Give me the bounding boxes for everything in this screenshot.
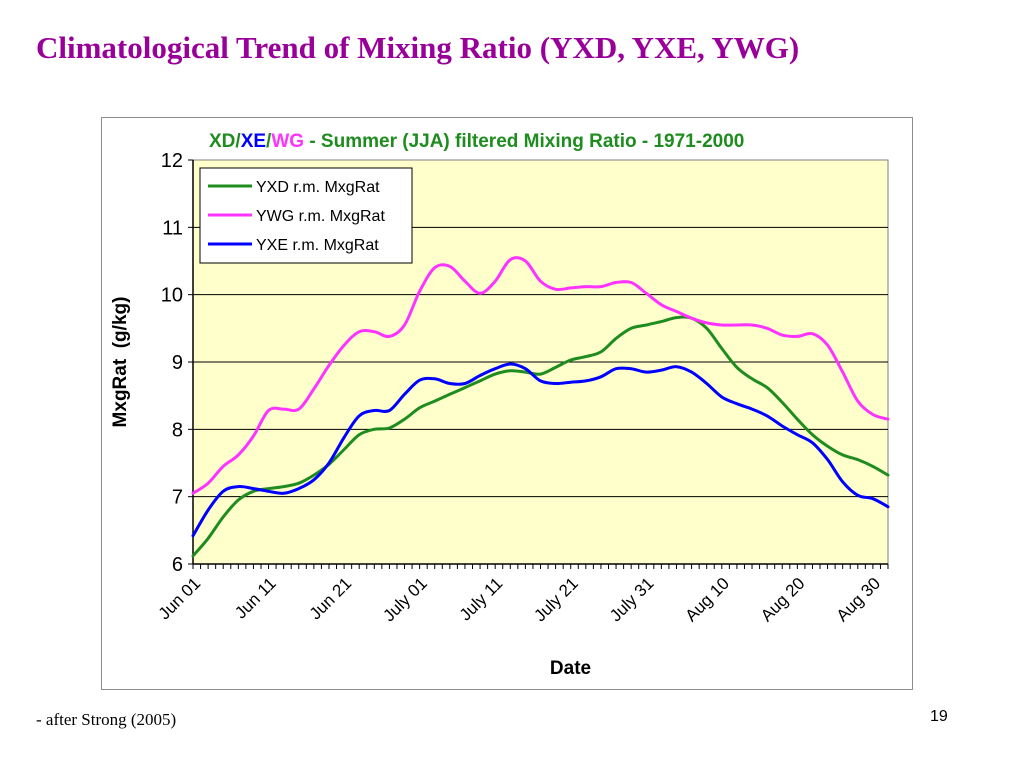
x-tick-label: Aug 30: [833, 574, 885, 626]
y-tick-label: 7: [172, 487, 183, 509]
source-footnote: - after Strong (2005): [36, 710, 176, 730]
x-tick-label: Aug 10: [682, 574, 734, 626]
x-axis-title: Date: [550, 658, 591, 679]
y-tick-label: 12: [161, 150, 183, 172]
x-tick-label: Aug 20: [757, 574, 809, 626]
legend-label-yxd: YXD r.m. MxgRat: [256, 179, 380, 196]
legend-label-ywg: YWG r.m. MxgRat: [256, 208, 385, 225]
x-tick-label: Jun 11: [231, 574, 280, 623]
y-tick-label: 10: [161, 285, 183, 307]
x-tick-label: July 01: [379, 574, 431, 626]
legend-label-yxe: YXE r.m. MxgRat: [256, 237, 379, 254]
chart-title-part: WG: [271, 131, 304, 152]
x-tick-label: July 11: [456, 574, 507, 625]
chart-title: XD/XE/WG - Summer (JJA) filtered Mixing …: [209, 131, 744, 152]
y-tick-label: 6: [172, 554, 183, 576]
y-tick-label: 11: [162, 217, 183, 239]
mixing-ratio-chart: XD/XE/WG - Summer (JJA) filtered Mixing …: [101, 117, 913, 690]
y-axis-title: MxgRat (g/kg): [110, 297, 131, 428]
chart-title-part: - Summer (JJA) filtered Mixing Ratio - 1…: [304, 131, 744, 152]
slide-title: Climatological Trend of Mixing Ratio (YX…: [36, 30, 799, 66]
x-tick-label: Jun 01: [155, 574, 205, 624]
x-tick-label: July 31: [606, 574, 658, 626]
slide-number: 19: [930, 708, 948, 726]
chart-title-part: XD: [209, 131, 235, 152]
x-tick-label: Jun 21: [306, 574, 356, 624]
chart-title-part: XE: [241, 131, 266, 152]
x-tick-label: July 21: [530, 574, 582, 626]
y-tick-label: 9: [172, 352, 183, 374]
y-tick-label: 8: [172, 419, 183, 441]
